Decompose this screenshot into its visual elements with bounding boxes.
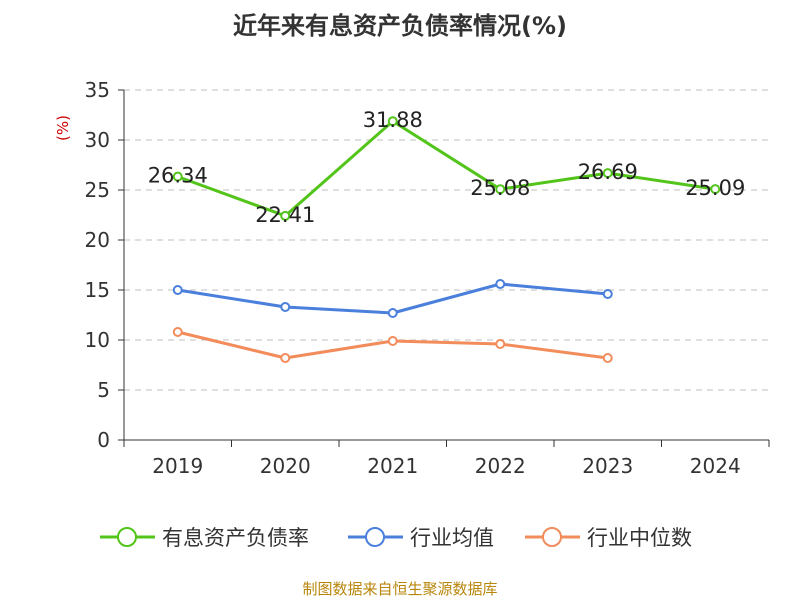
legend-marker — [542, 527, 562, 547]
x-tick-label: 2020 — [260, 454, 311, 478]
data-label: 25.09 — [685, 176, 745, 200]
data-point — [602, 289, 613, 299]
y-tick-label: 35 — [85, 78, 110, 102]
data-point — [495, 339, 506, 349]
y-tick-label: 25 — [85, 178, 110, 202]
data-point — [710, 184, 721, 195]
data-point — [280, 210, 291, 221]
data-point — [602, 353, 613, 363]
chart-title: 近年来有息资产负债率情况(%) — [233, 12, 567, 40]
data-point — [387, 336, 398, 346]
source-note: 制图数据来自恒生聚源数据库 — [302, 580, 498, 598]
legend-label: 行业均值 — [410, 526, 494, 550]
data-point — [172, 327, 183, 337]
legend-marker — [117, 527, 137, 547]
data-label: 26.34 — [148, 164, 208, 188]
data-label: 31.88 — [363, 108, 423, 132]
data-point — [387, 308, 398, 318]
data-label: 26.69 — [578, 160, 638, 184]
y-tick-label: 10 — [85, 328, 110, 352]
y-tick-label: 20 — [85, 228, 110, 252]
series-lines — [172, 116, 721, 363]
x-tick-label: 2023 — [582, 454, 633, 478]
data-point — [280, 302, 291, 312]
legend-label: 有息资产负债率 — [162, 526, 309, 550]
data-labels: 26.34 22.41 31.88 25.08 26.69 25.09 — [148, 108, 746, 227]
data-point — [280, 353, 291, 363]
legend-label: 行业中位数 — [587, 526, 692, 550]
y-tick-label: 15 — [85, 278, 110, 302]
x-tick-label: 2019 — [152, 454, 203, 478]
data-label: 22.41 — [255, 203, 315, 227]
data-point — [602, 168, 613, 179]
data-point — [172, 285, 183, 295]
data-point — [495, 279, 506, 289]
y-tick-label: 0 — [97, 428, 110, 452]
data-point — [495, 184, 506, 195]
data-point — [172, 171, 183, 182]
series-line-0 — [177, 119, 716, 218]
legend[interactable]: 有息资产负债率 行业均值 行业中位数 — [100, 526, 692, 550]
y-axis-unit-label: (%) — [54, 115, 72, 141]
grid-lines — [124, 89, 769, 391]
y-tick-label: 30 — [85, 128, 110, 152]
axes: 0 5 10 15 20 25 30 35 2019 2020 2021 2022 2023 2024 — [85, 78, 770, 478]
x-tick-label: 2024 — [690, 454, 741, 478]
legend-marker — [365, 527, 385, 547]
y-tick-label: 5 — [97, 378, 110, 402]
data-point — [387, 116, 398, 127]
x-tick-label: 2021 — [367, 454, 418, 478]
x-tick-label: 2022 — [475, 454, 526, 478]
data-label: 25.08 — [470, 176, 530, 200]
